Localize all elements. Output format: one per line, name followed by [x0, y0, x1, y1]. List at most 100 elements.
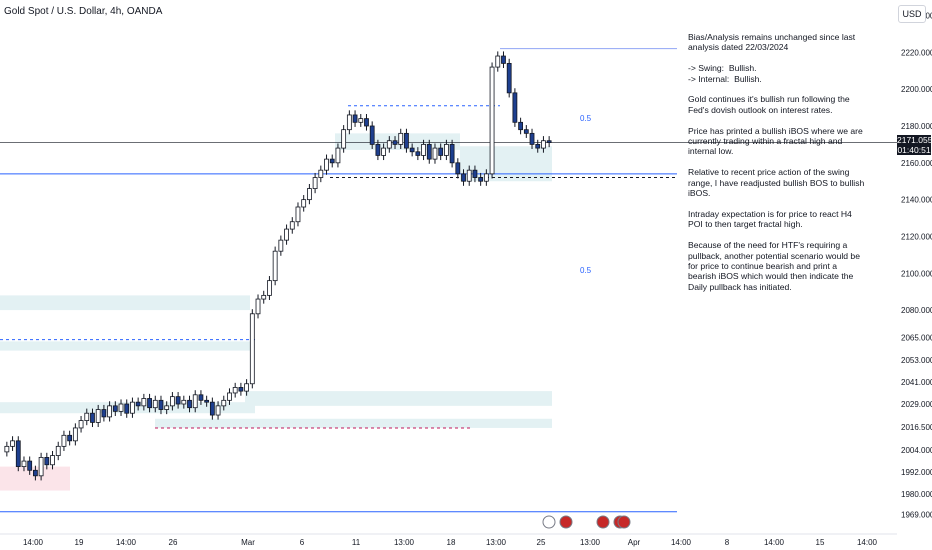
candle	[15, 436, 21, 472]
candle	[192, 390, 198, 413]
candle-body	[443, 144, 449, 156]
candle	[72, 423, 78, 446]
candle-body	[124, 403, 130, 414]
symbol-title: Gold Spot / U.S. Dollar, 4h, OANDA	[4, 6, 163, 17]
candle	[232, 382, 238, 398]
candle-body	[38, 457, 44, 477]
candle	[38, 452, 44, 481]
candle-body	[32, 469, 38, 477]
event-icons[interactable]	[542, 515, 631, 529]
candle	[78, 415, 84, 433]
candle-body	[346, 114, 352, 131]
candle-body	[175, 396, 181, 405]
candle-body	[352, 114, 358, 123]
time-axis[interactable]: 14:00 19 14:00 26 Mar 6 11 13:00 18 13:00 25 13:00 A…	[0, 533, 897, 547]
price-tick-label: 1980.000	[901, 490, 932, 499]
candle-body	[529, 132, 535, 145]
current-price-value: 2171.055	[897, 135, 932, 146]
candle	[415, 147, 421, 161]
time-tick-label: Mar	[241, 538, 255, 547]
candle	[158, 395, 164, 415]
candle	[455, 158, 461, 179]
candle-body	[72, 427, 78, 442]
time-tick-label: 15	[816, 538, 825, 547]
candle-body	[181, 399, 187, 405]
candle	[238, 382, 244, 396]
candle	[249, 309, 255, 389]
price-tick-label: 1992.000	[901, 468, 932, 477]
candle-body	[329, 158, 335, 164]
candle	[375, 139, 381, 161]
candle-body	[369, 125, 375, 145]
time-tick-label: 13:00	[486, 538, 507, 547]
candle	[352, 110, 358, 127]
candle	[421, 139, 426, 161]
currency-button[interactable]: USD	[898, 5, 926, 23]
candle	[107, 401, 113, 422]
analysis-note: Bias/Analysis remains unchanged since la…	[688, 32, 865, 292]
candle	[204, 395, 210, 407]
candle	[44, 452, 50, 470]
candle	[61, 430, 67, 451]
candle-body	[10, 440, 15, 447]
candle	[135, 397, 141, 411]
current-price-tag: 2171.055 01:40:51	[897, 135, 932, 156]
candle	[443, 139, 449, 161]
candle	[101, 404, 107, 422]
candle	[483, 169, 489, 186]
candle-body	[278, 239, 284, 252]
candle	[55, 441, 61, 461]
candle-body	[78, 420, 84, 429]
candle	[95, 404, 101, 428]
candle-body	[249, 313, 255, 385]
candle-body	[112, 405, 118, 412]
candle-body	[438, 147, 444, 156]
candle-body	[4, 445, 10, 453]
economic-event-icon	[559, 515, 573, 529]
candle	[221, 395, 227, 411]
candle-body	[232, 387, 238, 394]
candle-body	[118, 403, 124, 412]
candle	[346, 110, 352, 135]
price-tick-label: 2140.000	[901, 196, 932, 205]
price-tick-label: 2041.000	[901, 378, 932, 387]
candle	[341, 125, 347, 153]
candle-body	[255, 298, 261, 315]
price-tick-label: 2220.000	[901, 48, 932, 57]
fib-label-upper: 0.5	[580, 113, 592, 123]
poi-zone	[0, 295, 250, 311]
price-axis[interactable]: 2240.0002220.0002200.0002180.0002160.000…	[901, 12, 932, 520]
candle-body	[398, 132, 404, 145]
candle	[84, 408, 90, 426]
price-tick-label: 2065.000	[901, 334, 932, 343]
candle	[426, 139, 432, 164]
poi-zone	[335, 133, 460, 150]
candle	[489, 62, 495, 179]
candle	[227, 388, 232, 405]
candle	[21, 456, 27, 472]
candle-body	[392, 140, 398, 145]
candle-body	[295, 206, 301, 223]
candle	[541, 136, 546, 153]
candle-body	[461, 173, 466, 182]
candle	[506, 58, 512, 98]
candle	[152, 395, 158, 413]
candle	[10, 436, 15, 451]
candle	[295, 202, 301, 227]
time-tick-label: 26	[169, 538, 178, 547]
candle-body	[227, 392, 232, 401]
candle	[27, 456, 33, 475]
candle	[90, 408, 95, 428]
candle-body	[198, 394, 204, 401]
candle	[118, 399, 124, 416]
candle	[267, 276, 272, 300]
poi-zones	[0, 133, 552, 491]
candle	[392, 136, 398, 150]
candle-body	[335, 147, 341, 164]
candle-body	[50, 455, 55, 466]
candle-body	[306, 188, 312, 201]
poi-zone	[245, 391, 552, 406]
candle-body	[284, 228, 289, 241]
time-tick-label: 14:00	[671, 538, 692, 547]
